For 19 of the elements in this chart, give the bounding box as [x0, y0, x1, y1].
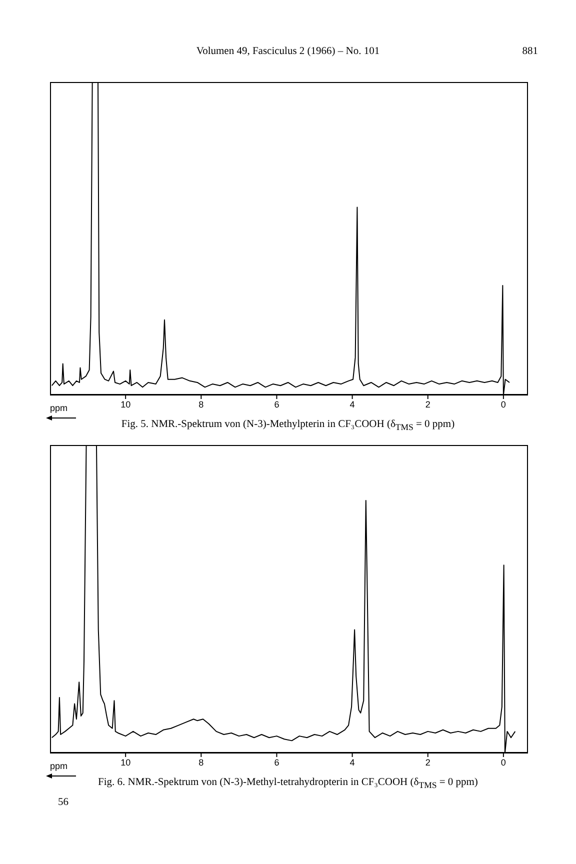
x-axis-title: ppm	[50, 761, 68, 771]
x-tick-label: 10	[120, 757, 131, 768]
x-tick-label: 10	[120, 399, 131, 410]
x-tick-label: 2	[425, 399, 430, 410]
x-tick-label: 0	[500, 399, 506, 410]
x-tick-label: 4	[350, 399, 355, 410]
text: 56	[58, 797, 68, 808]
x-tick-label: 2	[425, 757, 430, 768]
x-tick-label: 0	[500, 757, 506, 768]
x-tick-label: 8	[198, 757, 204, 768]
x-tick-label: 6	[274, 399, 280, 410]
x-tick-label: 4	[350, 757, 355, 768]
text: 881	[522, 46, 538, 57]
text: Fig. 6. NMR.-Spektrum von (N-3)-Methyl-tetrahydropterin in CF₃COOH (δ$_{TMS}$ = 0 ppm)	[97, 777, 479, 790]
text: Fig. 5. NMR.-Spektrum von (N-3)-Methylpterin in CF₃COOH (δ$_{TMS}$ = 0 ppm)	[120, 419, 456, 432]
x-tick-label: 8	[198, 399, 204, 410]
text: Volumen 49, Fasciculus 2 (1966) – No. 101	[196, 46, 380, 57]
x-tick-label: 6	[274, 757, 280, 768]
x-axis-title: ppm	[50, 403, 68, 413]
